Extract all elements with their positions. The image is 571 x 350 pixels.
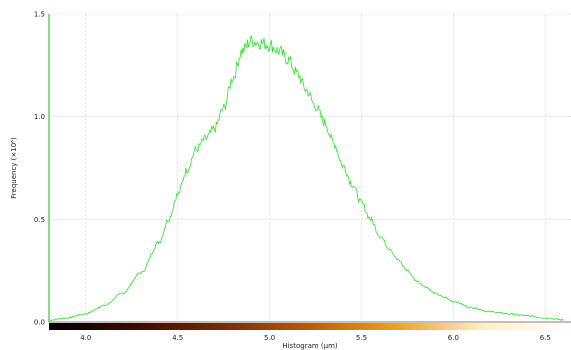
series-layer — [49, 35, 564, 321]
axes — [48, 14, 571, 323]
y-tick-label-0: 0.0 — [34, 319, 45, 327]
series-line — [49, 35, 564, 321]
x-tick-label-5: 6.5 — [540, 334, 551, 342]
x-tick-labels: 4.0 4.5 5.0 5.5 6.0 6.5 — [80, 334, 551, 342]
y-tick-labels: 0.0 0.5 1.0 1.5 — [34, 11, 45, 327]
y-tick-label-3: 1.5 — [34, 11, 45, 19]
x-tick-label-3: 5.5 — [356, 334, 367, 342]
x-tick-label-1: 4.5 — [172, 334, 183, 342]
colorbar — [49, 323, 571, 330]
y-axis-label: Frequency (×10⁶) — [10, 137, 18, 199]
x-tick-label-4: 6.0 — [448, 334, 459, 342]
x-tick-label-2: 5.0 — [264, 334, 275, 342]
y-tick-label-2: 1.0 — [34, 113, 45, 121]
x-tick-label-0: 4.0 — [80, 334, 91, 342]
x-axis-label: Histogram (µm) — [282, 342, 338, 350]
y-tick-label-1: 0.5 — [34, 216, 45, 224]
grid-lines — [49, 13, 571, 322]
